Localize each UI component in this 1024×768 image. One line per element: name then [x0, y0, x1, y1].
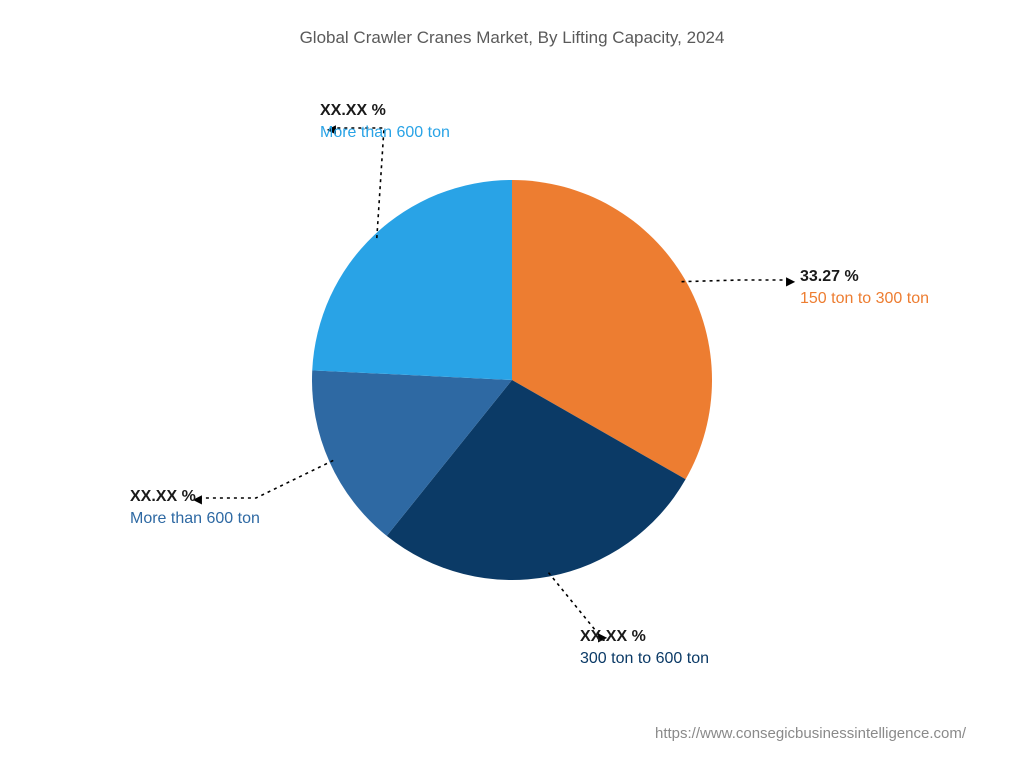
slice-percent: 33.27 % [800, 266, 929, 288]
slice-percent: XX.XX % [320, 100, 450, 122]
slice-label: 33.27 %150 ton to 300 ton [800, 266, 929, 309]
leader-line [334, 128, 384, 238]
slice-label: XX.XX %More than 600 ton [130, 486, 260, 529]
footer-url: https://www.consegicbusinessintelligence… [655, 725, 966, 742]
slice-category: More than 600 ton [320, 122, 450, 144]
leader-arrowhead: ▶ [786, 274, 796, 288]
slice-category: More than 600 ton [130, 508, 260, 530]
slice-label: XX.XX %300 ton to 600 ton [580, 626, 709, 669]
slice-category: 150 ton to 300 ton [800, 288, 929, 310]
slice-category: 300 ton to 600 ton [580, 648, 709, 670]
slice-label: XX.XX %More than 600 ton [320, 100, 450, 143]
pie-slice [312, 180, 512, 380]
pie-chart: ▶▶◀◀ [0, 0, 1024, 768]
leader-line [682, 280, 788, 282]
slice-percent: XX.XX % [130, 486, 260, 508]
slice-percent: XX.XX % [580, 626, 709, 648]
